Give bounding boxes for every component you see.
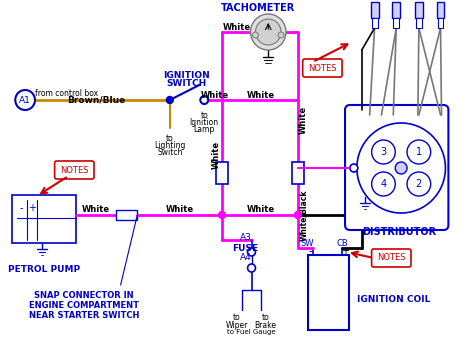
Text: +: + xyxy=(28,203,36,213)
Text: White/Black: White/Black xyxy=(299,189,308,241)
Text: to: to xyxy=(201,110,208,119)
Bar xyxy=(393,18,399,28)
Circle shape xyxy=(357,123,446,213)
FancyBboxPatch shape xyxy=(55,161,94,179)
Circle shape xyxy=(372,140,395,164)
Text: -: - xyxy=(19,203,23,213)
Bar xyxy=(392,2,400,18)
Text: A1: A1 xyxy=(19,95,31,104)
FancyBboxPatch shape xyxy=(372,249,411,267)
Text: to: to xyxy=(262,313,269,322)
Text: PETROL PUMP: PETROL PUMP xyxy=(8,265,80,274)
Text: SNAP CONNECTOR IN: SNAP CONNECTOR IN xyxy=(34,290,134,299)
Text: NEAR STARTER SWITCH: NEAR STARTER SWITCH xyxy=(29,311,139,320)
Circle shape xyxy=(247,248,255,256)
Text: DISTRIBUTOR: DISTRIBUTOR xyxy=(362,227,436,237)
Text: from control box: from control box xyxy=(35,88,98,98)
Text: Brake: Brake xyxy=(255,321,276,330)
Text: to Fuel Gauge: to Fuel Gauge xyxy=(227,329,276,335)
Text: IGNITION: IGNITION xyxy=(163,70,210,79)
Circle shape xyxy=(201,96,208,104)
Bar xyxy=(372,18,377,28)
Text: NOTES: NOTES xyxy=(60,166,89,175)
Text: Lighting: Lighting xyxy=(154,141,185,150)
Bar xyxy=(216,162,228,184)
Text: SW: SW xyxy=(301,238,314,247)
Text: SWITCH: SWITCH xyxy=(166,78,207,87)
Text: NOTES: NOTES xyxy=(377,254,406,262)
Text: White: White xyxy=(246,204,274,213)
Text: CB: CB xyxy=(336,238,348,247)
Bar xyxy=(438,18,444,28)
Circle shape xyxy=(15,90,35,110)
Circle shape xyxy=(294,212,301,219)
Circle shape xyxy=(395,162,407,174)
Text: Lamp: Lamp xyxy=(194,125,215,134)
Circle shape xyxy=(350,164,358,172)
Bar xyxy=(116,210,137,220)
Text: White: White xyxy=(165,204,194,213)
Bar xyxy=(437,2,445,18)
Circle shape xyxy=(407,140,431,164)
Text: FUSE: FUSE xyxy=(233,244,259,253)
Circle shape xyxy=(255,19,281,45)
Circle shape xyxy=(166,96,173,103)
Text: White: White xyxy=(246,91,274,100)
Text: White: White xyxy=(201,91,229,100)
Bar xyxy=(292,162,304,184)
Bar xyxy=(415,2,423,18)
Text: A3: A3 xyxy=(240,232,252,242)
Circle shape xyxy=(219,212,226,219)
Text: White: White xyxy=(223,23,251,32)
Text: Ignition: Ignition xyxy=(190,118,219,127)
Text: 3: 3 xyxy=(380,147,386,157)
Text: 4: 4 xyxy=(380,179,386,189)
Bar xyxy=(371,2,379,18)
Circle shape xyxy=(247,264,255,272)
Text: 1: 1 xyxy=(416,147,422,157)
Text: White: White xyxy=(211,141,220,169)
Text: -: - xyxy=(309,246,312,256)
Bar xyxy=(12,195,76,243)
Text: to: to xyxy=(166,134,173,143)
Text: +: + xyxy=(341,246,349,256)
Text: 2: 2 xyxy=(416,179,422,189)
Text: NOTES: NOTES xyxy=(308,64,337,73)
FancyBboxPatch shape xyxy=(303,59,342,77)
Text: Switch: Switch xyxy=(157,147,182,156)
FancyBboxPatch shape xyxy=(345,105,448,230)
Text: ENGINE COMPARTMENT: ENGINE COMPARTMENT xyxy=(29,301,139,310)
Text: Brown/Blue: Brown/Blue xyxy=(67,95,125,104)
Text: to: to xyxy=(233,313,241,322)
Circle shape xyxy=(372,172,395,196)
Bar xyxy=(308,255,349,330)
Text: White: White xyxy=(299,106,308,134)
Circle shape xyxy=(251,14,286,50)
Text: IGNITION COIL: IGNITION COIL xyxy=(357,296,430,305)
Circle shape xyxy=(278,32,284,38)
Text: Wiper: Wiper xyxy=(226,321,248,330)
Bar xyxy=(416,18,422,28)
Text: A4: A4 xyxy=(240,254,252,262)
Text: White: White xyxy=(82,204,110,213)
Circle shape xyxy=(407,172,431,196)
Text: TACHOMETER: TACHOMETER xyxy=(221,3,295,13)
Circle shape xyxy=(253,32,258,38)
